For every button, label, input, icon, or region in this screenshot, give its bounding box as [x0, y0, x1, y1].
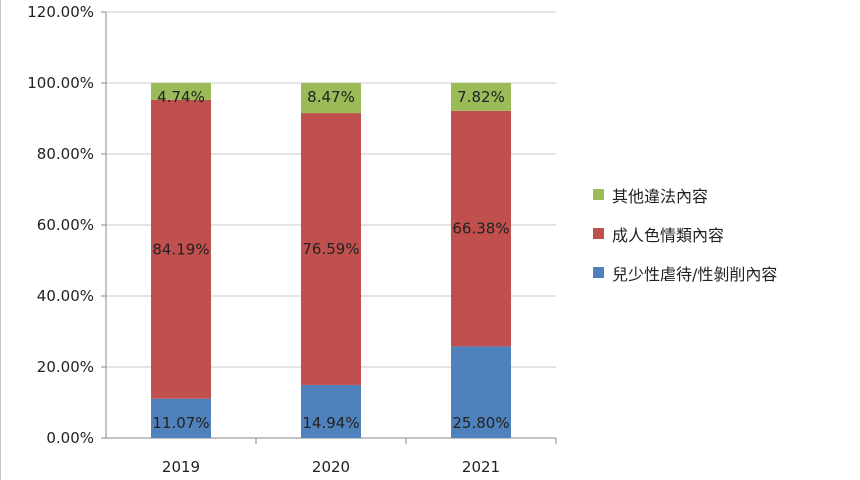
data-label: 25.80% [452, 414, 509, 432]
y-tick-label: 120.00% [27, 3, 94, 21]
bar-segment [451, 346, 511, 438]
data-label: 8.47% [307, 88, 355, 106]
data-label: 66.38% [452, 220, 509, 238]
legend: 其他違法內容 成人色情類內容 兒少性虐待/性剝削內容 [593, 184, 777, 301]
y-tick-label: 0.00% [46, 429, 94, 447]
x-tick-label: 2021 [462, 458, 500, 476]
legend-label-other: 其他違法內容 [612, 186, 709, 206]
y-tick-label: 60.00% [37, 216, 94, 234]
bar-segment [151, 99, 211, 399]
y-tick-label: 100.00% [27, 74, 94, 92]
y-tick-label: 40.00% [37, 287, 94, 305]
legend-item-adult: 成人色情類內容 [593, 223, 777, 245]
legend-swatch-other [593, 189, 604, 200]
x-tick-label: 2020 [312, 458, 350, 476]
data-label: 11.07% [152, 414, 209, 432]
bar-segment [301, 113, 361, 385]
bar-segment [151, 83, 211, 100]
bar-segment [451, 110, 511, 347]
x-tick-label: 2019 [162, 458, 200, 476]
data-label: 14.94% [302, 414, 359, 432]
legend-swatch-adult [593, 228, 604, 239]
bar-segment [151, 398, 211, 438]
data-label: 76.59% [302, 240, 359, 258]
legend-item-other: 其他違法內容 [593, 184, 777, 206]
legend-item-child: 兒少性虐待/性剝削內容 [593, 262, 778, 284]
data-label: 84.19% [152, 240, 209, 258]
legend-swatch-child [593, 267, 604, 278]
bar-segment [301, 83, 361, 114]
legend-label-child: 兒少性虐待/性剝削內容 [612, 264, 778, 284]
data-label: 4.74% [157, 88, 205, 106]
y-tick-label: 20.00% [37, 358, 94, 376]
bar-segment [301, 384, 361, 438]
bar-segment [451, 83, 511, 111]
legend-label-adult: 成人色情類內容 [612, 225, 725, 245]
y-tick-label: 80.00% [37, 145, 94, 163]
data-label: 7.82% [457, 88, 505, 106]
